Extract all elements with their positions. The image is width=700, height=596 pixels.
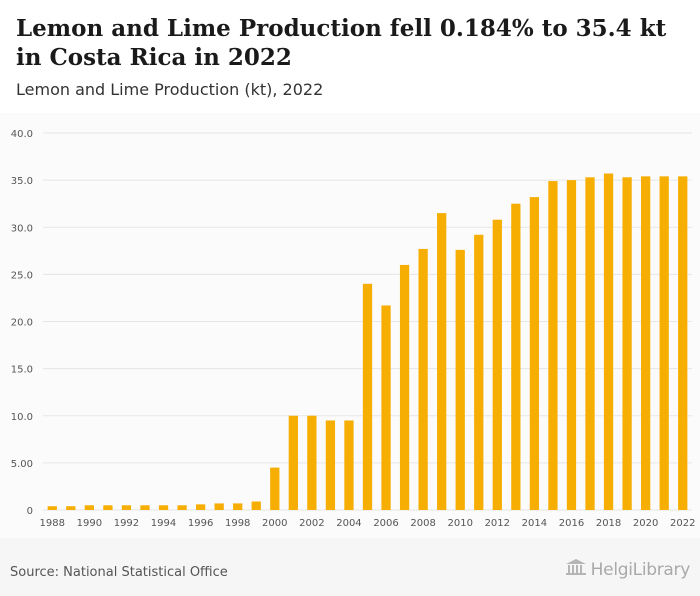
footer: Source: National Statistical Office Helg… bbox=[0, 538, 700, 596]
x-tick-label: 1990 bbox=[77, 518, 102, 529]
x-tick-label: 2012 bbox=[485, 518, 510, 529]
bar-2013[interactable] bbox=[511, 203, 521, 510]
bar-2000[interactable] bbox=[270, 467, 280, 510]
bar-2008[interactable] bbox=[418, 248, 428, 511]
y-tick-label: 30.0 bbox=[11, 223, 33, 234]
bar-2020[interactable] bbox=[641, 176, 651, 511]
bar-2019[interactable] bbox=[622, 177, 632, 511]
bar-1998[interactable] bbox=[233, 503, 243, 510]
x-axis-ticks: 1988 1990 1992 1994 1996 1998 2000 2002 2004 2006… bbox=[40, 518, 696, 529]
bar-2016[interactable] bbox=[566, 180, 577, 510]
library-building-icon bbox=[565, 558, 587, 581]
bar-1988[interactable] bbox=[47, 506, 57, 510]
bar-2012[interactable] bbox=[492, 219, 502, 510]
bar-1994[interactable] bbox=[158, 505, 169, 510]
x-tick-label: 2020 bbox=[633, 518, 658, 529]
x-tick-label: 2016 bbox=[559, 518, 584, 529]
x-tick-label: 2004 bbox=[336, 518, 361, 529]
bar-1992[interactable] bbox=[121, 505, 132, 510]
bar-2011[interactable] bbox=[474, 234, 484, 510]
x-tick-label: 1992 bbox=[114, 518, 139, 529]
x-tick-label: 1988 bbox=[40, 518, 65, 529]
bar-2006[interactable] bbox=[381, 305, 391, 510]
x-tick-label: 2018 bbox=[596, 518, 621, 529]
source-note: Source: National Statistical Office bbox=[10, 565, 228, 580]
chart-area: 0 5.00 10.0 15.0 20.0 25.0 30.0 35.0 40.0 1988 19… bbox=[0, 113, 700, 538]
x-tick-label: 1998 bbox=[225, 518, 250, 529]
bar-1999[interactable] bbox=[251, 501, 261, 510]
bar-1995[interactable] bbox=[177, 505, 187, 510]
bar-2017[interactable] bbox=[585, 177, 595, 511]
x-tick-label: 1996 bbox=[188, 518, 213, 529]
x-tick-label: 2000 bbox=[262, 518, 287, 529]
bar-1997[interactable] bbox=[214, 503, 224, 510]
y-axis-ticks: 0 5.00 10.0 15.0 20.0 25.0 30.0 35.0 40.0 bbox=[11, 129, 33, 517]
bar-2003[interactable] bbox=[325, 420, 336, 510]
bar-1989[interactable] bbox=[66, 506, 76, 510]
x-tick-label: 2014 bbox=[522, 518, 547, 529]
header: Lemon and Lime Production fell 0.184% to… bbox=[0, 0, 700, 113]
x-tick-label: 2006 bbox=[373, 518, 398, 529]
bar-2002[interactable] bbox=[307, 415, 317, 510]
x-tick-label: 2010 bbox=[447, 518, 472, 529]
bar-2010[interactable] bbox=[455, 249, 465, 510]
y-tick-label: 35.0 bbox=[11, 176, 33, 187]
x-tick-label: 2008 bbox=[410, 518, 435, 529]
helgilibrary-logo[interactable]: HelgiLibrary bbox=[565, 558, 690, 581]
x-tick-label: 2022 bbox=[670, 518, 695, 529]
bar-1993[interactable] bbox=[140, 505, 150, 510]
y-tick-label: 20.0 bbox=[11, 318, 33, 329]
bars bbox=[47, 173, 688, 511]
bar-2014[interactable] bbox=[529, 197, 540, 510]
bar-1990[interactable] bbox=[84, 505, 94, 510]
bar-2009[interactable] bbox=[437, 213, 447, 511]
bar-2005[interactable] bbox=[362, 283, 373, 510]
y-tick-label: 15.0 bbox=[11, 365, 33, 376]
chart-subtitle: Lemon and Lime Production (kt), 2022 bbox=[16, 80, 324, 99]
bar-2018[interactable] bbox=[603, 173, 614, 510]
y-tick-label: 0 bbox=[27, 506, 33, 517]
bar-2015[interactable] bbox=[548, 181, 558, 510]
bar-1996[interactable] bbox=[195, 504, 206, 510]
page-title: Lemon and Lime Production fell 0.184% to… bbox=[16, 15, 667, 71]
bar-2007[interactable] bbox=[399, 264, 410, 510]
y-tick-label: 25.0 bbox=[11, 270, 33, 281]
bar-1991[interactable] bbox=[103, 505, 113, 510]
bar-2001[interactable] bbox=[288, 415, 298, 510]
x-tick-label: 2002 bbox=[299, 518, 324, 529]
bar-2021[interactable] bbox=[659, 176, 669, 511]
y-tick-label: 5.00 bbox=[11, 459, 33, 470]
bar-2004[interactable] bbox=[344, 420, 354, 510]
y-tick-label: 10.0 bbox=[11, 412, 33, 423]
bar-2022[interactable] bbox=[678, 176, 688, 511]
x-tick-label: 1994 bbox=[151, 518, 176, 529]
y-tick-label: 40.0 bbox=[11, 129, 33, 140]
logo-text: HelgiLibrary bbox=[590, 559, 691, 580]
